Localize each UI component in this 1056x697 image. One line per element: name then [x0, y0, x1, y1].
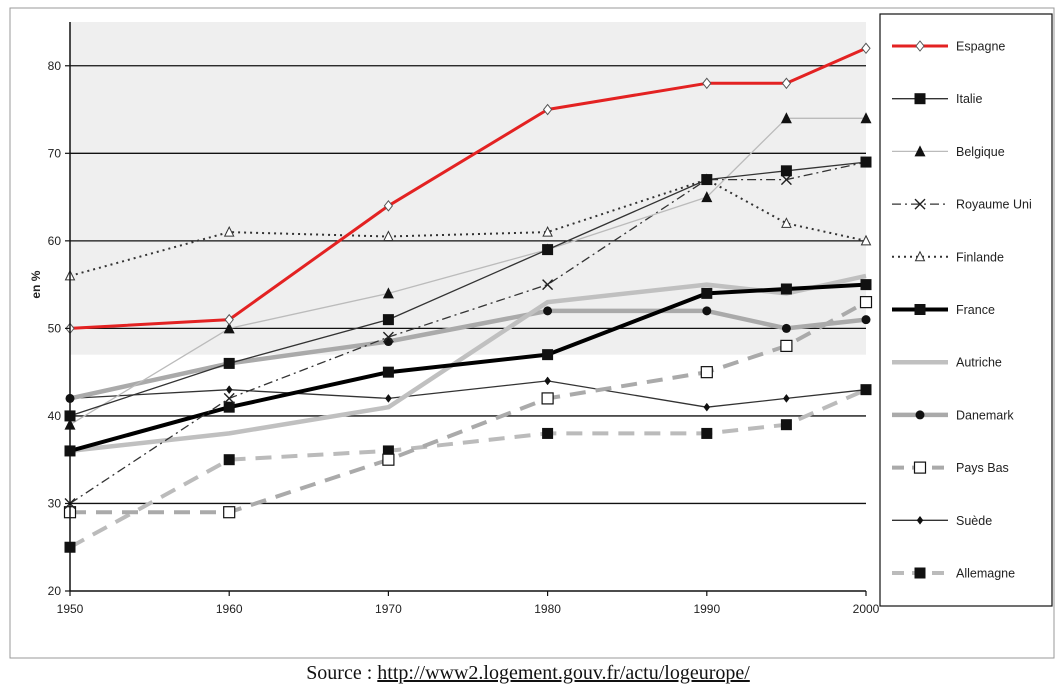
y-tick-label: 80 [48, 59, 62, 73]
data-point-belgique [780, 112, 792, 124]
data-point-pays-bas [780, 339, 793, 352]
data-point-espagne [781, 77, 792, 90]
data-point-espagne [702, 77, 712, 90]
legend-label-allemagne: Allemagne [956, 567, 1015, 581]
data-point-su-de [225, 385, 233, 395]
legend-marker-espagne [915, 40, 925, 52]
legend-marker-france [914, 304, 926, 315]
data-point-danemark [543, 306, 553, 316]
legend-label-danemark: Danemark [956, 408, 1014, 422]
legend-marker-allemagne [914, 567, 926, 579]
legend-marker-italie [914, 93, 926, 105]
data-point-france [542, 349, 554, 361]
data-point-su-de [862, 385, 870, 395]
data-point-allemagne [542, 427, 554, 439]
source-prefix: Source : [306, 662, 378, 684]
data-point-france [701, 287, 713, 299]
legend-label-royaume-uni: Royaume Uni [956, 198, 1032, 212]
legend-label-france: France [956, 303, 995, 317]
x-tick-label: 2000 [853, 602, 880, 616]
data-point-pays-bas [859, 296, 873, 309]
legend-marker-su-de [916, 515, 924, 525]
legend-label-belgique: Belgique [956, 145, 1005, 159]
data-point-italie [780, 165, 792, 177]
plot-shade [70, 22, 866, 355]
data-point-finlande [542, 225, 553, 237]
data-point-belgique [701, 191, 713, 203]
data-point-france [860, 279, 872, 291]
data-point-royaume-uni [382, 331, 394, 343]
data-point-espagne [224, 313, 234, 326]
data-point-su-de [385, 393, 392, 403]
legend-label-su-de: Suède [956, 514, 992, 528]
data-point-belgique [860, 112, 872, 124]
data-point-allemagne [780, 419, 792, 431]
legend-marker-pays-bas [913, 461, 927, 474]
data-point-italie [542, 244, 554, 256]
data-point-belgique [382, 287, 394, 299]
x-tick-label: 1950 [57, 602, 84, 616]
data-point-espagne [542, 103, 553, 116]
data-point-pays-bas [541, 392, 554, 405]
data-point-su-de [783, 393, 790, 403]
data-point-pays-bas [700, 366, 713, 379]
data-point-italie [382, 314, 394, 326]
data-point-italie [223, 357, 235, 369]
y-tick-label: 30 [48, 496, 62, 510]
data-point-royaume-uni [542, 279, 554, 291]
y-tick-label: 20 [48, 584, 62, 598]
y-tick-label: 40 [48, 409, 62, 423]
y-axis-label: en % [29, 270, 43, 298]
data-point-belgique [223, 322, 235, 334]
data-point-france [780, 283, 792, 295]
legend-marker-danemark [915, 410, 925, 420]
x-tick-label: 1970 [375, 602, 402, 616]
data-point-pays-bas [223, 506, 236, 519]
line-chart: 20 30 40 50 60 70 80 1950 1960 1970 1980 1990 2000 en… [9, 7, 1055, 659]
data-point-su-de [544, 376, 551, 386]
legend-marker-royaume-uni [914, 198, 926, 210]
data-point-finlande [781, 217, 792, 228]
data-point-italie [860, 156, 872, 168]
data-point-finlande [860, 234, 872, 246]
data-point-danemark [702, 306, 712, 316]
legend-marker-belgique [914, 145, 926, 157]
legend-marker-finlande [914, 250, 926, 262]
y-tick-label: 70 [48, 146, 62, 160]
data-point-pays-bas [382, 453, 395, 466]
data-point-danemark [781, 323, 791, 333]
x-tick-label: 1980 [534, 602, 561, 616]
data-point-france [223, 401, 235, 413]
data-point-danemark [383, 337, 393, 347]
source-caption: Source : http://www2.logement.gouv.fr/ac… [0, 662, 1056, 685]
legend-label-pays-bas: Pays Bas [956, 461, 1009, 475]
data-point-france [382, 366, 394, 378]
legend-label-finlande: Finlande [956, 250, 1004, 264]
data-point-espagne [383, 200, 394, 212]
data-point-allemagne [382, 445, 394, 457]
legend-label-autriche: Autriche [956, 356, 1002, 370]
y-tick-label: 50 [48, 321, 62, 335]
legend-label-espagne: Espagne [956, 40, 1005, 54]
data-point-espagne [861, 42, 871, 55]
y-tick-label: 60 [48, 234, 62, 248]
data-point-allemagne [701, 427, 713, 439]
data-point-royaume-uni [223, 392, 235, 404]
data-point-finlande [383, 230, 394, 241]
x-tick-label: 1960 [216, 602, 243, 616]
data-point-italie [701, 174, 713, 186]
legend-label-italie: Italie [956, 92, 982, 106]
source-link[interactable]: http://www2.logement.gouv.fr/actu/logeur… [377, 662, 750, 684]
data-point-su-de [703, 402, 711, 412]
data-point-allemagne [223, 454, 235, 466]
data-point-danemark [861, 315, 871, 325]
x-tick-label: 1990 [693, 602, 720, 616]
data-point-finlande [223, 225, 235, 237]
